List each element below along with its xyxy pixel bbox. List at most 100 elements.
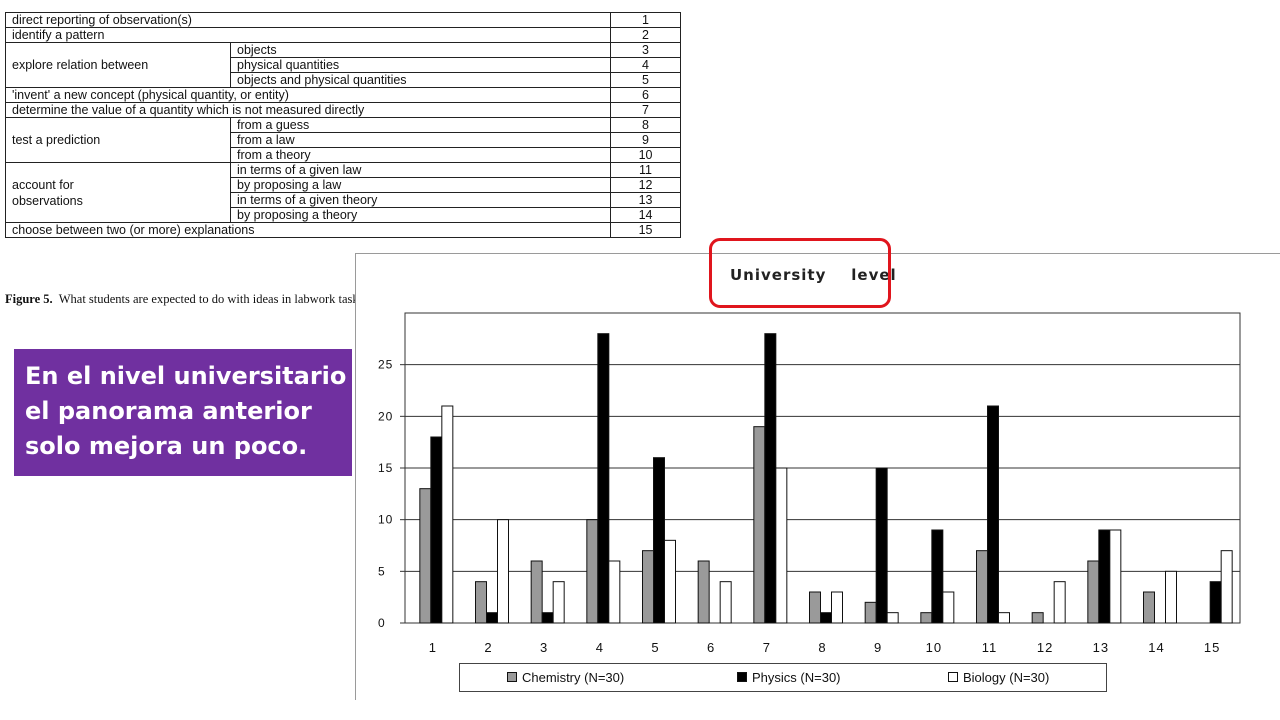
table-row: determine the value of a quantity which … xyxy=(4,102,682,118)
bar-physics xyxy=(653,457,665,624)
callout-line-3: solo mejora un poco. xyxy=(25,432,308,460)
bar-biology xyxy=(831,591,843,624)
bar-biology xyxy=(886,612,899,624)
x-tick-label: 11 xyxy=(982,640,998,655)
bar-chemistry xyxy=(920,612,933,624)
bar-chemistry xyxy=(1143,591,1155,624)
legend-label-chemistry: Chemistry (N=30) xyxy=(522,670,625,685)
task-group: account for observations xyxy=(5,162,231,223)
bar-biology xyxy=(1109,529,1122,624)
bar-chemistry xyxy=(1031,612,1044,624)
bar-biology xyxy=(497,519,509,624)
x-tick-label: 7 xyxy=(763,640,771,655)
task-label: determine the value of a quantity which … xyxy=(4,102,612,118)
caption-label: Figure 5. xyxy=(5,292,53,306)
bar-biology xyxy=(608,560,621,624)
bar-biology xyxy=(552,581,565,624)
x-tick-label: 15 xyxy=(1204,640,1220,655)
x-tick-label: 3 xyxy=(540,640,548,655)
table-row: account for observations in terms of a giv… xyxy=(5,162,682,223)
task-sublabel: by proposing a law xyxy=(229,177,612,193)
bar-biology xyxy=(775,467,788,624)
callout-line-1: En el nivel universitario xyxy=(25,362,347,390)
task-group-label: test a prediction xyxy=(12,133,101,147)
bar-physics xyxy=(875,467,888,624)
callout-line-2: el panorama anterior xyxy=(25,397,312,425)
table-row: from a theory 10 xyxy=(6,147,682,163)
bar-physics xyxy=(1209,581,1222,624)
legend-swatch-biology xyxy=(948,672,958,682)
bar-biology xyxy=(441,405,454,624)
y-tick-label: 15 xyxy=(378,461,393,475)
bar-chemistry xyxy=(809,591,821,624)
table-row: choose between two (or more) explanation… xyxy=(4,222,682,238)
y-tick-label: 0 xyxy=(378,616,386,630)
table-row: in terms of a given theory 13 xyxy=(6,192,682,208)
x-tick-label: 4 xyxy=(596,640,604,655)
bar-chemistry xyxy=(864,601,877,624)
table-row: by proposing a theory 14 xyxy=(6,207,682,223)
x-tick-label: 6 xyxy=(707,640,715,655)
bar-chemistry xyxy=(976,550,988,624)
bar-physics xyxy=(764,333,777,624)
task-group-label: explore relation between xyxy=(12,58,149,72)
table-row: physical quantities 4 xyxy=(6,57,682,73)
bar-physics xyxy=(987,405,999,624)
legend-label-physics: Physics (N=30) xyxy=(752,670,841,685)
y-tick-label: 25 xyxy=(378,358,393,372)
x-tick-label: 10 xyxy=(926,640,942,655)
chart-legend: Chemistry (N=30) Physics (N=30) Biology … xyxy=(459,663,1107,692)
table-row: by proposing a law 12 xyxy=(6,177,682,193)
bar-physics xyxy=(430,436,443,624)
task-group-label: account for xyxy=(12,177,74,192)
legend-label-biology: Biology (N=30) xyxy=(963,670,1050,685)
bar-biology xyxy=(719,581,732,624)
x-tick-label: 2 xyxy=(484,640,492,655)
y-tick-label: 20 xyxy=(378,409,393,423)
bar-physics xyxy=(486,612,498,624)
task-number: 15 xyxy=(610,222,682,238)
task-group-label: observations xyxy=(12,193,83,208)
bar-chemistry xyxy=(530,560,543,624)
bar-chemistry xyxy=(1087,560,1100,624)
chart-title: University level xyxy=(730,266,897,284)
legend-swatch-physics xyxy=(737,672,747,682)
task-sublabel: in terms of a given theory xyxy=(229,192,612,208)
bar-biology xyxy=(664,539,676,624)
x-tick-label: 14 xyxy=(1148,640,1164,655)
x-tick-label: 12 xyxy=(1037,640,1053,655)
y-tick-label: 5 xyxy=(378,564,386,578)
x-tick-label: 1 xyxy=(429,640,437,655)
bar-biology xyxy=(998,612,1010,624)
bar-physics xyxy=(597,333,610,624)
legend-item-biology: Biology (N=30) xyxy=(948,670,1049,685)
task-group: explore relation between xyxy=(5,42,231,88)
bar-biology xyxy=(1165,570,1177,624)
bar-chemistry xyxy=(586,519,599,624)
bar-chemistry xyxy=(475,581,487,624)
callout-box: En el nivel universitario el panorama an… xyxy=(14,349,352,476)
bar-physics xyxy=(820,612,832,624)
x-tick-label: 13 xyxy=(1093,640,1109,655)
task-table: direct reporting of observation(s) 1 ident… xyxy=(4,12,682,238)
bar-chemistry xyxy=(419,488,432,624)
bar-biology xyxy=(942,591,955,624)
x-tick-label: 9 xyxy=(874,640,882,655)
legend-swatch-chemistry xyxy=(507,672,517,682)
x-tick-label: 8 xyxy=(818,640,826,655)
bar-chemistry xyxy=(642,550,654,624)
task-number: 10 xyxy=(610,147,682,163)
task-group: test a prediction xyxy=(5,117,231,163)
bar-biology xyxy=(1220,550,1233,624)
bar-chemistry xyxy=(753,426,766,624)
table-row: test a prediction from a guess 8 xyxy=(5,117,682,163)
title-highlight-box xyxy=(709,238,891,308)
bar-chemistry xyxy=(697,560,710,624)
bar-physics xyxy=(931,529,944,624)
bar-physics xyxy=(1098,529,1111,624)
task-label: choose between two (or more) explanation… xyxy=(4,222,612,238)
x-tick-label: 5 xyxy=(651,640,659,655)
task-sublabel: in terms of a given law xyxy=(229,162,612,178)
y-tick-label: 10 xyxy=(378,513,393,527)
